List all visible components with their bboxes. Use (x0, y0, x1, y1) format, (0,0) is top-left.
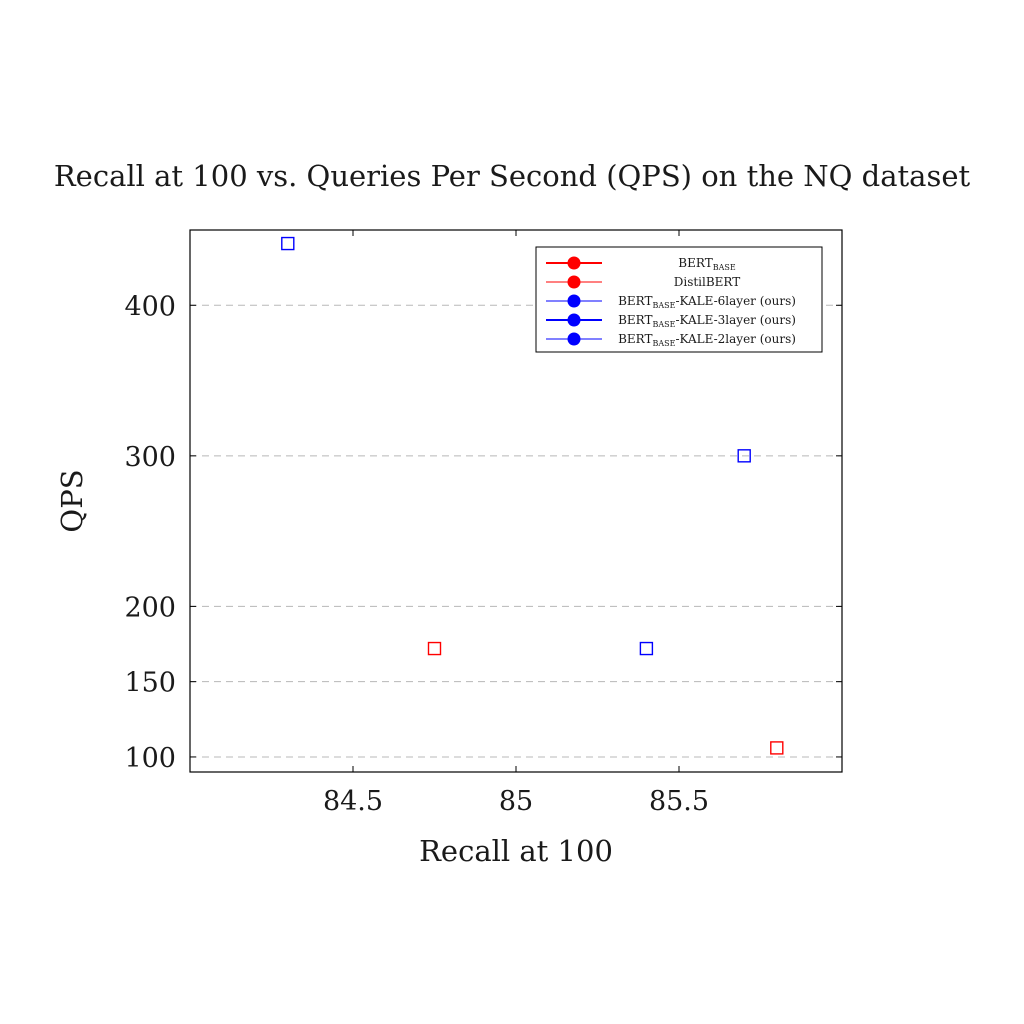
x-axis-label: Recall at 100 (419, 834, 613, 868)
data-point (737, 449, 751, 463)
data-point (427, 641, 442, 656)
y-tick-label: 300 (124, 442, 176, 473)
data-point (639, 641, 654, 656)
plot-frame (189, 229, 843, 773)
chart-title: Recall at 100 vs. Queries Per Second (QP… (54, 159, 971, 193)
legend-marker (567, 313, 581, 327)
x-tick-label: 85 (499, 786, 533, 817)
y-axis-label: QPS (55, 469, 89, 532)
legend-label: BERTBASE-KALE-3layer (ours) (618, 313, 796, 329)
data-point (281, 236, 295, 251)
legend-item: DistilBERT (546, 275, 740, 289)
legend-item: BERTBASE-KALE-2layer (ours) (546, 332, 796, 348)
legend: BERTBASE DistilBERT BERTBASE-KALE-6layer (… (535, 246, 823, 353)
data-point (770, 741, 784, 755)
x-tick-label: 85.5 (649, 786, 709, 817)
legend-marker (567, 275, 581, 289)
legend-box (535, 246, 823, 353)
y-tick-label: 400 (124, 291, 176, 322)
legend-marker (567, 294, 581, 308)
y-tick-label: 150 (124, 668, 176, 699)
x-tick-label: 84.5 (323, 786, 383, 817)
legend-label: DistilBERT (674, 275, 741, 289)
ticks: 100 150 200 300 400 84.5 85 85.5 (124, 230, 842, 817)
legend-label: BERTBASE-KALE-2layer (ours) (618, 332, 796, 348)
legend-item: BERTBASE-KALE-6layer (ours) (546, 294, 796, 310)
legend-marker (567, 332, 581, 346)
y-tick-label: 100 (124, 743, 176, 774)
data-points (281, 236, 784, 755)
legend-item: BERTBASE (546, 256, 736, 272)
legend-item: BERTBASE-KALE-3layer (ours) (546, 313, 796, 329)
grid (190, 304, 842, 758)
y-tick-label: 200 (124, 592, 176, 623)
legend-label: BERTBASE (678, 256, 736, 272)
legend-label: BERTBASE-KALE-6layer (ours) (618, 294, 796, 310)
legend-marker (567, 256, 581, 270)
